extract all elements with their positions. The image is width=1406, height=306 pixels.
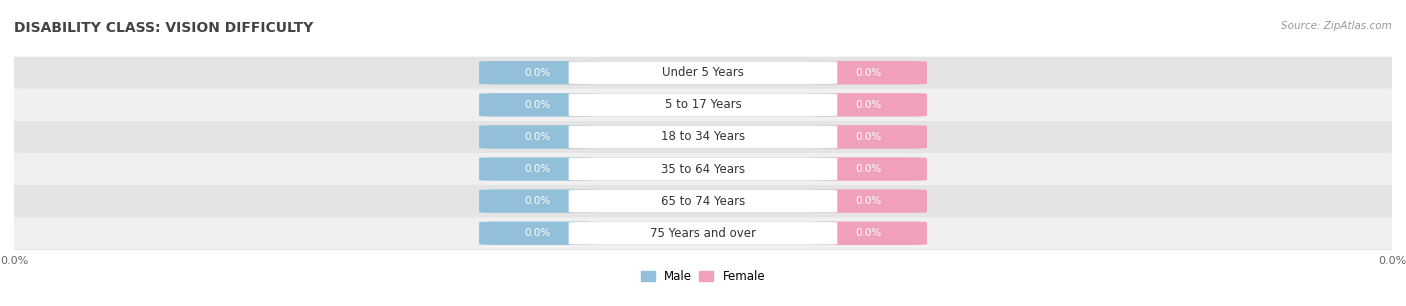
Text: 0.0%: 0.0% (855, 196, 882, 206)
FancyBboxPatch shape (479, 222, 596, 245)
FancyBboxPatch shape (810, 61, 927, 84)
Text: 0.0%: 0.0% (855, 132, 882, 142)
Text: 0.0%: 0.0% (855, 68, 882, 78)
Text: Source: ZipAtlas.com: Source: ZipAtlas.com (1281, 21, 1392, 32)
FancyBboxPatch shape (479, 61, 596, 84)
Text: DISABILITY CLASS: VISION DIFFICULTY: DISABILITY CLASS: VISION DIFFICULTY (14, 21, 314, 35)
FancyBboxPatch shape (810, 157, 927, 181)
Text: 65 to 74 Years: 65 to 74 Years (661, 195, 745, 208)
Text: 75 Years and over: 75 Years and over (650, 227, 756, 240)
FancyBboxPatch shape (0, 185, 1406, 217)
FancyBboxPatch shape (479, 189, 596, 213)
FancyBboxPatch shape (479, 157, 596, 181)
Text: Under 5 Years: Under 5 Years (662, 66, 744, 79)
FancyBboxPatch shape (810, 125, 927, 149)
FancyBboxPatch shape (568, 190, 838, 213)
FancyBboxPatch shape (479, 93, 596, 117)
FancyBboxPatch shape (568, 158, 838, 181)
Text: 0.0%: 0.0% (524, 132, 551, 142)
FancyBboxPatch shape (0, 89, 1406, 121)
FancyBboxPatch shape (0, 121, 1406, 153)
FancyBboxPatch shape (0, 217, 1406, 249)
FancyBboxPatch shape (0, 57, 1406, 89)
FancyBboxPatch shape (810, 189, 927, 213)
FancyBboxPatch shape (568, 61, 838, 84)
Text: 0.0%: 0.0% (855, 228, 882, 238)
Legend: Male, Female: Male, Female (636, 266, 770, 288)
Text: 0.0%: 0.0% (855, 100, 882, 110)
FancyBboxPatch shape (568, 125, 838, 148)
FancyBboxPatch shape (810, 222, 927, 245)
Text: 0.0%: 0.0% (524, 68, 551, 78)
FancyBboxPatch shape (568, 93, 838, 116)
Text: 18 to 34 Years: 18 to 34 Years (661, 130, 745, 144)
Text: 0.0%: 0.0% (524, 100, 551, 110)
Text: 5 to 17 Years: 5 to 17 Years (665, 98, 741, 111)
FancyBboxPatch shape (0, 153, 1406, 185)
Text: 0.0%: 0.0% (524, 164, 551, 174)
Text: 35 to 64 Years: 35 to 64 Years (661, 162, 745, 176)
Text: 0.0%: 0.0% (855, 164, 882, 174)
FancyBboxPatch shape (479, 125, 596, 149)
FancyBboxPatch shape (568, 222, 838, 245)
Text: 0.0%: 0.0% (524, 228, 551, 238)
Text: 0.0%: 0.0% (524, 196, 551, 206)
FancyBboxPatch shape (810, 93, 927, 117)
